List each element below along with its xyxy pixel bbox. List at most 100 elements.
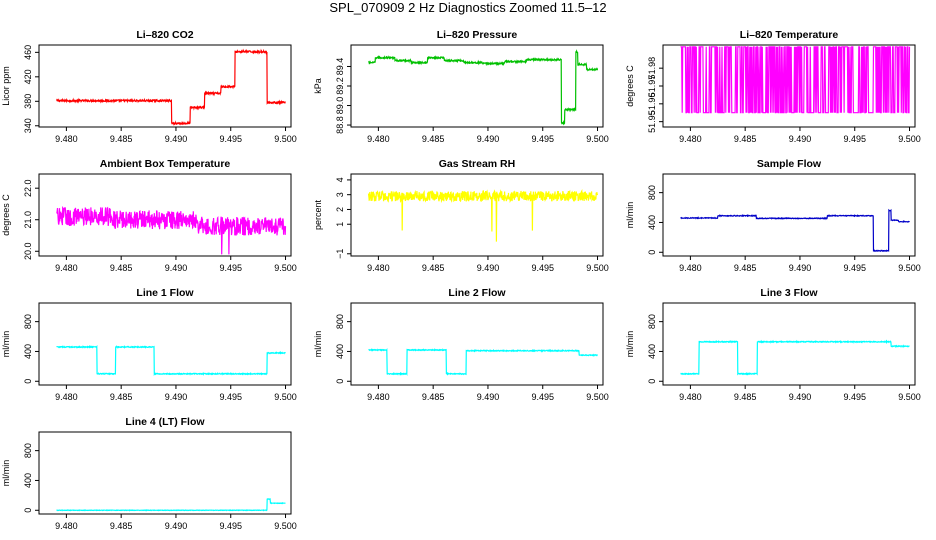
- y-tick-label: 0: [335, 379, 345, 384]
- series-line: [680, 208, 910, 253]
- plot-licor-co2: Li–820 CO2 9.480 9.485 9.490 9.495 9.500 340 38…: [1, 29, 297, 144]
- plot-line-1-flow: Line 1 Flow 9.480 9.485 9.490 9.495 9.500 0 400…: [1, 287, 297, 402]
- plot-line-4-lt-flow: Line 4 (LT) Flow 9.480 9.485 9.490 9.495 9.50…: [1, 416, 297, 531]
- chart-title: Li–820 CO2: [136, 29, 193, 41]
- series-line: [368, 347, 598, 377]
- chart-title: Line 2 Flow: [448, 287, 506, 299]
- x-tick-label: 9.490: [477, 263, 500, 273]
- x-tick-label: 9.480: [367, 263, 390, 273]
- y-tick-label: 0: [23, 379, 33, 384]
- y-tick-label: 51.97: [647, 75, 657, 98]
- x-tick-label: 9.500: [898, 134, 921, 144]
- x-tick-label: 9.480: [679, 134, 702, 144]
- y-tick-label: 420: [23, 69, 33, 84]
- x-tick-label: 9.480: [679, 263, 702, 273]
- y-tick-label: 0: [647, 250, 657, 255]
- figure-title: SPL_070909 2 Hz Diagnostics Zoomed 11.5–…: [329, 0, 607, 15]
- series-line: [55, 48, 286, 126]
- y-tick-label: 0: [647, 379, 657, 384]
- x-tick-label: 9.500: [586, 134, 609, 144]
- x-tick-label: 9.480: [367, 392, 390, 402]
- x-tick-label: 9.480: [679, 392, 702, 402]
- plot-frame: [38, 44, 292, 128]
- x-tick-label: 9.480: [55, 521, 78, 531]
- y-tick-label: 22.0: [23, 179, 33, 197]
- x-tick-label: 9.495: [843, 134, 866, 144]
- y-tick-label: −1: [335, 249, 345, 259]
- y-tick-label: 20.0: [23, 243, 33, 261]
- x-tick-label: 9.485: [734, 392, 757, 402]
- y-tick-label: 400: [335, 344, 345, 359]
- plot-frame: [662, 173, 916, 257]
- x-tick-label: 9.485: [734, 263, 757, 273]
- x-tick-label: 9.490: [789, 392, 812, 402]
- plot-gas-stream-rh: Gas Stream RH 9.480 9.485 9.490 9.495 9.500 −1…: [313, 158, 609, 273]
- series-line: [680, 46, 911, 114]
- plot-frame: [38, 431, 292, 515]
- x-tick-label: 9.495: [531, 134, 554, 144]
- x-tick-label: 9.485: [422, 263, 445, 273]
- y-axis-label: degrees C: [1, 194, 11, 236]
- y-tick-label: 21.0: [23, 211, 33, 229]
- series-line: [56, 344, 286, 376]
- y-tick-label: 3: [335, 192, 345, 197]
- x-tick-label: 9.500: [898, 263, 921, 273]
- plot-frame: [662, 302, 916, 386]
- plot-line-2-flow: Line 2 Flow 9.480 9.485 9.490 9.495 9.500 0 400…: [313, 287, 609, 402]
- y-tick-label: 51.95: [647, 110, 657, 133]
- x-tick-label: 9.495: [219, 134, 242, 144]
- plot-frame: [38, 173, 292, 257]
- y-tick-label: 800: [335, 314, 345, 329]
- y-tick-label: 89.0: [335, 97, 345, 115]
- x-tick-label: 9.500: [274, 521, 297, 531]
- x-tick-label: 9.495: [219, 392, 242, 402]
- y-tick-label: 800: [23, 314, 33, 329]
- x-tick-label: 9.495: [531, 392, 554, 402]
- chart-title: Line 1 Flow: [136, 287, 194, 299]
- series-line: [56, 205, 287, 255]
- y-tick-label: 380: [23, 94, 33, 109]
- y-axis-label: percent: [313, 199, 323, 230]
- y-axis-label: kPa: [313, 78, 323, 94]
- y-axis-label: ml/min: [625, 331, 635, 358]
- x-tick-label: 9.485: [422, 134, 445, 144]
- y-axis-label: Licor ppm: [1, 66, 11, 106]
- series-line: [680, 339, 910, 376]
- y-tick-label: 400: [23, 344, 33, 359]
- plot-ambient-box-temperature: Ambient Box Temperature 9.480 9.485 9.490 9.…: [1, 158, 297, 273]
- x-tick-label: 9.485: [110, 134, 133, 144]
- x-tick-label: 9.495: [843, 392, 866, 402]
- plot-frame: [38, 302, 292, 386]
- x-tick-label: 9.480: [55, 134, 78, 144]
- x-tick-label: 9.500: [586, 392, 609, 402]
- chart-title: Line 4 (LT) Flow: [125, 416, 205, 428]
- x-tick-label: 9.480: [367, 134, 390, 144]
- plot-frame: [350, 302, 604, 386]
- chart-title: Sample Flow: [757, 158, 822, 170]
- y-axis-label: degrees C: [625, 65, 635, 107]
- x-tick-label: 9.500: [274, 134, 297, 144]
- x-tick-label: 9.500: [586, 263, 609, 273]
- chart-title: Line 3 Flow: [760, 287, 818, 299]
- x-tick-label: 9.490: [477, 134, 500, 144]
- x-tick-label: 9.485: [422, 392, 445, 402]
- plot-line-3-flow: Line 3 Flow 9.480 9.485 9.490 9.495 9.500 0 400…: [625, 287, 921, 402]
- x-tick-label: 9.495: [219, 521, 242, 531]
- y-tick-label: 400: [647, 215, 657, 230]
- x-tick-label: 9.500: [274, 392, 297, 402]
- series-line: [368, 49, 599, 126]
- y-axis-label: ml/min: [1, 331, 11, 358]
- x-tick-label: 9.485: [110, 263, 133, 273]
- y-tick-label: 2: [335, 207, 345, 212]
- y-axis-label: ml/min: [313, 331, 323, 358]
- x-tick-label: 9.490: [477, 392, 500, 402]
- y-tick-label: 460: [23, 45, 33, 60]
- x-tick-label: 9.485: [110, 521, 133, 531]
- chart-title: Ambient Box Temperature: [100, 158, 231, 170]
- x-tick-label: 9.490: [165, 521, 188, 531]
- y-axis-label: ml/min: [1, 460, 11, 487]
- y-tick-label: 0: [23, 508, 33, 513]
- y-tick-label: 88.8: [335, 116, 345, 134]
- x-tick-label: 9.480: [55, 392, 78, 402]
- plot-licor-pressure: Li–820 Pressure 9.480 9.485 9.490 9.495 9.500…: [313, 29, 609, 144]
